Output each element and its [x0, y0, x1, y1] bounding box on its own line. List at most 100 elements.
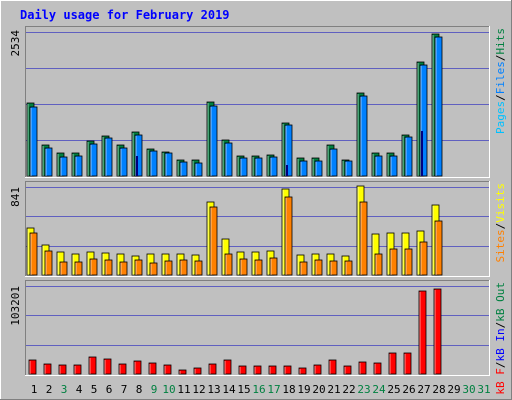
bar-sites-day-16	[254, 259, 263, 276]
bar-kbf-day-21	[328, 359, 337, 375]
bar-sites-day-22	[344, 260, 353, 276]
day-label: 25	[387, 383, 400, 396]
bar-kbf-day-26	[403, 352, 412, 375]
legend-entry: kB F	[494, 368, 507, 395]
legend-entry: Sites	[494, 229, 507, 262]
day-label: 1	[31, 383, 38, 396]
bar-sites-day-19	[299, 261, 308, 276]
bar-sites-day-21	[329, 260, 338, 276]
bar-kbf-day-12	[193, 367, 202, 375]
bar-pages-day-18	[286, 165, 288, 176]
day-label: 29	[447, 383, 460, 396]
bar-kbf-day-9	[148, 362, 157, 375]
bar-sites-day-25	[389, 248, 398, 276]
bar-kbf-day-3	[58, 364, 67, 375]
bar-files-day-25	[389, 155, 398, 177]
bar-sites-day-24	[374, 253, 383, 276]
bar-sites-day-6	[104, 259, 113, 276]
bar-files-day-9	[149, 150, 158, 177]
bar-kbf-day-25	[388, 352, 397, 375]
legend-entry: Hits	[494, 28, 507, 55]
day-label: 24	[372, 383, 386, 396]
bar-sites-day-8	[134, 259, 143, 276]
bar-kbf-day-28	[433, 288, 442, 375]
bar-files-day-27	[419, 64, 428, 177]
chart-title: Daily usage for February 2019	[20, 8, 230, 22]
panel-visits-sites: 841 Sites/Visits	[9, 181, 507, 277]
bar-sites-day-2	[44, 250, 53, 276]
legend-entry: /	[494, 322, 507, 329]
bar-kbf-day-11	[178, 369, 187, 375]
legend-entry: /	[494, 94, 507, 101]
bar-sites-day-10	[164, 260, 173, 276]
bar-kbf-day-20	[313, 364, 322, 375]
legend-entry: /	[494, 55, 507, 62]
bar-files-day-1	[29, 106, 38, 177]
bar-sites-day-20	[314, 259, 323, 276]
day-label: 12	[192, 383, 205, 396]
legend-entry: kB Out	[494, 282, 507, 322]
bar-files-day-6	[104, 137, 113, 177]
day-label: 15	[237, 383, 250, 396]
bar-files-day-7	[119, 147, 128, 177]
bars	[26, 33, 443, 177]
bar-files-day-2	[44, 147, 53, 177]
day-label: 9	[151, 383, 158, 396]
bar-files-day-19	[299, 160, 308, 177]
bar-sites-day-9	[149, 262, 158, 276]
bar-sites-day-1	[29, 232, 38, 276]
bar-files-day-10	[164, 152, 173, 177]
bar-files-day-18	[284, 124, 293, 177]
day-label: 10	[162, 383, 175, 396]
day-label: 26	[402, 383, 415, 396]
y-max-label: 2534	[9, 30, 22, 57]
bar-kbf-day-1	[28, 359, 37, 375]
legend-entry: Visits	[494, 183, 507, 223]
plot-area	[25, 280, 490, 376]
bars	[28, 288, 442, 375]
bar-files-day-26	[404, 136, 413, 177]
bar-kbf-day-7	[118, 363, 127, 375]
bar-kbf-day-18	[283, 365, 292, 375]
bar-sites-day-26	[404, 248, 413, 276]
bar-kbf-day-16	[253, 365, 262, 375]
bar-files-day-12	[194, 162, 203, 177]
bar-kbf-day-14	[223, 359, 232, 375]
legend-entry: /	[494, 362, 507, 369]
bar-files-day-3	[59, 156, 68, 177]
bar-kbf-day-10	[163, 364, 172, 375]
legend-entry: /	[494, 223, 507, 230]
bar-files-day-4	[74, 155, 83, 177]
day-label: 20	[312, 383, 325, 396]
bar-sites-day-27	[419, 241, 428, 276]
day-label: 28	[432, 383, 445, 396]
bar-kbf-day-2	[43, 363, 52, 375]
day-label: 5	[91, 383, 98, 396]
legend-visits-sites: Sites/Visits	[494, 183, 507, 263]
day-label: 14	[222, 383, 236, 396]
bars	[26, 185, 443, 276]
bar-kbf-day-6	[103, 358, 112, 375]
day-label: 4	[76, 383, 83, 396]
bar-kbf-day-19	[298, 367, 307, 375]
bar-files-day-17	[269, 156, 278, 177]
day-label: 30	[462, 383, 475, 396]
bar-files-day-15	[239, 157, 248, 177]
day-label: 19	[297, 383, 310, 396]
bar-kbf-day-8	[133, 360, 142, 375]
bar-sites-day-23	[359, 201, 368, 276]
bar-files-day-23	[359, 95, 368, 177]
day-label: 18	[282, 383, 295, 396]
legend-kb: kB F/kB In/kB Out	[494, 282, 507, 395]
legend-entry: kB In	[494, 328, 507, 361]
bar-kbf-day-27	[418, 290, 427, 375]
bar-sites-day-3	[59, 261, 68, 276]
bar-sites-day-15	[239, 258, 248, 276]
bar-sites-day-4	[74, 261, 83, 276]
bar-files-day-24	[374, 155, 383, 177]
bar-sites-day-18	[284, 196, 293, 276]
bar-files-day-16	[254, 157, 263, 177]
day-label: 31	[477, 383, 490, 396]
